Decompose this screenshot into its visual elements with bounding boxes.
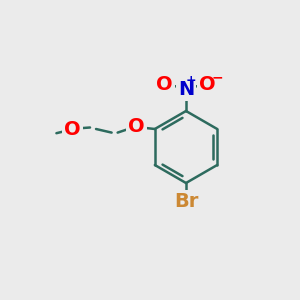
Text: O: O bbox=[64, 119, 81, 139]
Text: +: + bbox=[186, 74, 197, 88]
Text: O: O bbox=[156, 74, 173, 94]
Text: O: O bbox=[199, 74, 216, 94]
Text: Br: Br bbox=[174, 192, 198, 211]
Text: N: N bbox=[178, 80, 194, 99]
Text: O: O bbox=[128, 117, 145, 136]
Text: −: − bbox=[212, 70, 223, 84]
